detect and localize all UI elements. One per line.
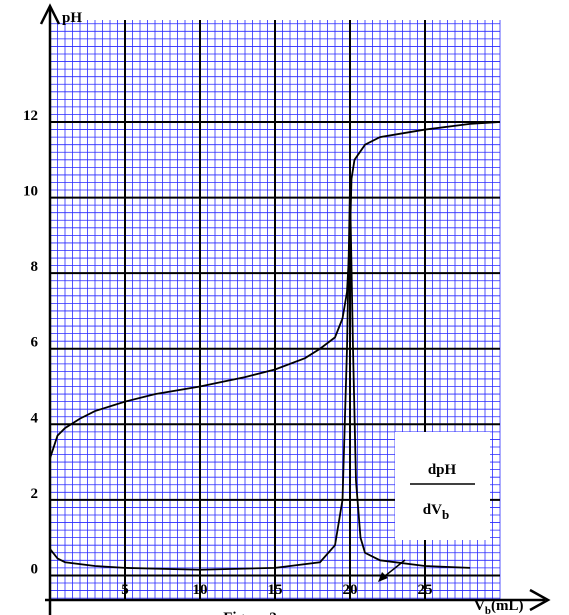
- y-tick-label: 8: [31, 259, 39, 275]
- y-axis-label: pH: [62, 10, 82, 26]
- annotation-numerator: dpH: [428, 462, 457, 478]
- x-tick-label: 15: [268, 582, 283, 598]
- y-tick-label: 10: [23, 184, 38, 200]
- denominator-sub: b: [442, 507, 449, 522]
- x-label-main: V: [474, 598, 485, 614]
- y-tick-label: 6: [31, 335, 39, 351]
- x-label-unit: (mL): [491, 598, 524, 614]
- x-tick-label: 10: [193, 582, 208, 598]
- y-tick-label: 12: [23, 108, 38, 124]
- denominator-main: dV: [423, 502, 442, 518]
- y-tick-label: 4: [31, 410, 39, 426]
- annotation-denominator: dVb: [423, 502, 449, 522]
- x-tick-label: 25: [418, 582, 433, 598]
- marks: [49, 121, 501, 571]
- y-tick-label: 2: [31, 486, 39, 502]
- x-axis-label: Vb(mL): [474, 598, 523, 615]
- x-axis-arrow: [529, 588, 551, 612]
- grid: [49, 20, 501, 600]
- x-tick-label: 20: [343, 582, 358, 598]
- x-label-sub: b: [485, 605, 491, 615]
- annotation-arrowhead: [378, 572, 388, 582]
- annotation-box: [395, 432, 490, 540]
- curve: [49, 186, 471, 571]
- caption: Figure 2: [223, 610, 276, 615]
- y-tick-label: 0: [31, 561, 39, 577]
- x-tick-label: 5: [121, 582, 129, 598]
- y-axis-arrow: [39, 3, 61, 25]
- curve: [49, 121, 501, 459]
